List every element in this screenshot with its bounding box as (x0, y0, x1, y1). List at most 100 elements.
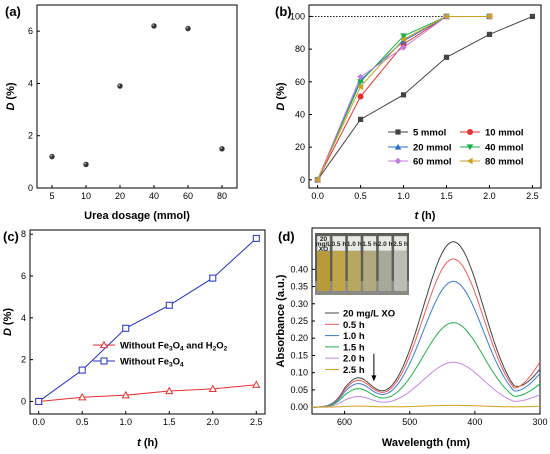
x-tick-label: 10 (81, 191, 91, 201)
data-point-highlight (118, 84, 121, 87)
y-tick-label: 0.05 (290, 385, 308, 395)
spectrum-line (312, 404, 540, 408)
y-tick-label: 0.20 (290, 333, 308, 343)
y-tick-label: 0.25 (290, 316, 308, 326)
spectrum-line (312, 322, 541, 408)
data-point (49, 153, 55, 160)
data-point (165, 301, 173, 309)
legend-label: 20 mmol (413, 143, 452, 154)
data-point-highlight (186, 26, 189, 29)
x-tick-label: 60 (183, 191, 193, 201)
vial-label: 1.5 h (362, 241, 377, 248)
data-point (357, 116, 364, 122)
y-tick-label: 40 (295, 109, 305, 119)
x-tick-label: 2.0 (483, 191, 496, 201)
legend-text-part: Without Fe (120, 341, 169, 352)
y-axis-unit: (%) (5, 82, 17, 99)
data-point (529, 13, 536, 20)
x-tick-label: 0.5 (76, 417, 89, 427)
data-point (78, 392, 87, 401)
y-tick-label: 6 (21, 271, 26, 281)
vial (347, 251, 361, 291)
legend-subscript: 4 (180, 362, 184, 369)
x-axis-title: t (h) (415, 210, 436, 222)
legend-subscript: 3 (169, 362, 173, 369)
x-axis-symbol: t (415, 210, 422, 222)
y-tick-label: 60 (295, 77, 305, 87)
vial-label: XO (319, 246, 328, 253)
x-axis-symbol: t (137, 437, 144, 449)
legend-label: 2.0 h (343, 354, 365, 365)
y-axis-title: D (%) (5, 82, 17, 110)
legend-label: 20 mg/L XO (343, 309, 395, 320)
plot-frame (308, 4, 542, 189)
data-point-highlight (84, 162, 87, 165)
series-line (38, 237, 257, 402)
legend-marker (99, 340, 109, 349)
legend-subscript: 3 (169, 346, 173, 353)
panel-b: (b) 0.0 0.5 1.0 1.5 2.0 2.5 0 20 40 60 80 100 5 mmol 1… (275, 4, 542, 222)
legend-label: 0.5 h (343, 320, 365, 331)
data-point (208, 384, 217, 393)
legend-marker (394, 143, 402, 150)
plot-frame (36, 4, 238, 189)
data-point (219, 146, 225, 152)
x-axis-unit: (h) (144, 437, 158, 449)
data-point (78, 366, 86, 374)
legend-label: 2.5 h (343, 365, 365, 376)
x-tick-label: 2.5 (250, 417, 263, 427)
data-point (400, 44, 407, 51)
y-tick-label: 0.35 (290, 282, 308, 292)
legend-text-part: O (216, 341, 223, 352)
vial-label: 20 (320, 236, 328, 243)
x-tick-label: 2.5 (526, 191, 539, 201)
data-point (151, 23, 157, 29)
legend-marker (467, 129, 473, 135)
data-point (185, 25, 191, 32)
x-tick-label: 400 (467, 417, 482, 427)
legend-text-part: O (173, 357, 180, 368)
y-tick-label: 0 (21, 396, 26, 406)
series-line (38, 384, 257, 402)
x-tick-label: 0.0 (32, 417, 45, 427)
data-point (314, 176, 321, 184)
y-tick-label: 100 (290, 11, 305, 21)
x-tick-label: 1.0 (397, 191, 410, 201)
panel-label: (b) (275, 4, 292, 19)
y-axis-symbol: D (275, 100, 287, 111)
panel-a: (a) 5 10 20 40 60 80 0 2 4 6 Urea dosage (mmol) D (%… (5, 4, 238, 222)
y-tick-label: 4 (21, 313, 26, 323)
data-point (121, 390, 130, 399)
legend-label: 40 mmol (485, 143, 524, 154)
data-point (443, 54, 450, 60)
data-point (486, 31, 493, 38)
spectrum-line (312, 241, 541, 408)
data-point (357, 83, 364, 90)
legend-text-part: O (173, 341, 180, 352)
legend-label: 1.5 h (343, 342, 365, 353)
vial-label: 2.0 h (378, 241, 393, 248)
legend-label: 60 mmol (413, 157, 452, 168)
spectrum-line (312, 258, 541, 408)
y-tick-label: 20 (295, 142, 305, 152)
x-tick-label: 1.5 (163, 417, 176, 427)
data-point (486, 13, 493, 20)
vial-label: 0.5 h (331, 241, 346, 248)
x-tick-label: 600 (337, 417, 352, 427)
panel-label: (c) (3, 229, 19, 244)
y-tick-label: 0.30 (290, 299, 308, 309)
spectrum-line (312, 280, 541, 408)
x-tick-label: 0.5 (354, 191, 367, 201)
legend-subscript: 2 (224, 346, 228, 353)
x-tick-label: 20 (115, 191, 125, 201)
legend-marker (395, 129, 401, 135)
legend-text-part: and H (184, 341, 213, 352)
vial (378, 251, 392, 291)
data-point (400, 92, 407, 98)
panel-label: (d) (278, 229, 295, 244)
legend-label: Without Fe3O4 and H2O2 (120, 341, 228, 353)
vial-label: 2.5 h (393, 241, 408, 248)
x-tick-label: 5 (49, 191, 54, 201)
data-point-highlight (152, 24, 155, 27)
